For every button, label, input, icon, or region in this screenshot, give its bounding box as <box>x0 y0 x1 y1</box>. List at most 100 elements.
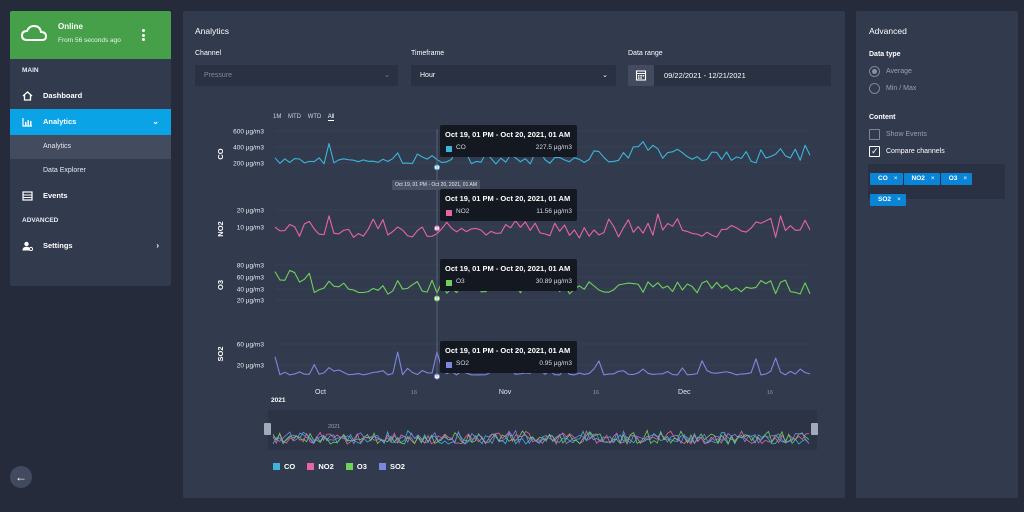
date-range-label: Data range <box>628 50 663 57</box>
page-title: Analytics <box>195 26 230 36</box>
tooltip-series: CO <box>456 144 466 151</box>
checkbox <box>869 129 880 140</box>
y-tick-label: 60 µg/m3 <box>237 275 265 282</box>
chip-o3[interactable]: O3 × <box>940 173 973 185</box>
navigator-handle-left <box>264 423 271 435</box>
close-icon[interactable]: × <box>897 196 901 203</box>
range-wtd-button[interactable]: WTD <box>307 114 322 120</box>
sidebar-item-dashboard[interactable]: Dashboard <box>10 83 171 109</box>
navigator-inner-year: 2021 <box>328 424 340 430</box>
advanced-title: Advanced <box>869 26 907 36</box>
legend-item-no2[interactable]: NO2 <box>307 462 334 471</box>
checkbox-compare-channels[interactable]: Compare channels <box>869 145 945 158</box>
close-icon[interactable]: × <box>930 175 935 182</box>
radio-label: Average <box>886 68 912 75</box>
navigator-year-label: 2021 <box>271 397 286 404</box>
collapse-left-button[interactable]: ← <box>10 466 32 488</box>
checkbox-label: Compare channels <box>886 148 945 155</box>
status-title: Online <box>58 22 83 31</box>
chip-so2[interactable]: SO2 × <box>870 194 906 206</box>
data-type-label: Data type <box>869 51 901 58</box>
chip-no2[interactable]: NO2 × <box>903 173 940 185</box>
range-all-button[interactable]: All <box>327 114 335 121</box>
navigator-series-no2 <box>272 429 810 446</box>
radio-button <box>869 83 880 94</box>
legend-item-co[interactable]: CO <box>273 462 295 471</box>
chevron-right-icon: › <box>156 241 159 250</box>
calendar-button[interactable] <box>628 65 654 86</box>
close-icon[interactable]: × <box>963 175 968 182</box>
y-tick-label: 20 µg/m3 <box>237 208 265 215</box>
channel-chips[interactable]: CO × NO2 × O3 × SO2 × <box>868 164 1005 206</box>
legend-item-so2[interactable]: SO2 <box>378 462 405 471</box>
radio-min-max[interactable]: Min / Max <box>869 83 916 95</box>
channel-select[interactable]: Pressure ⌄ <box>195 65 398 86</box>
tooltip-value: 0.95 µg/m3 <box>539 360 572 367</box>
timeframe-value: Hour <box>420 72 436 79</box>
sidebar-item-analytics[interactable]: Analytics ⌄ <box>10 109 171 135</box>
tooltip-title: Oct 19, 01 PM - Oct 20, 2021, 01 AM <box>445 264 571 273</box>
x-tick-label: 16 <box>767 390 773 396</box>
range-mtd-button[interactable]: MTD <box>288 114 302 120</box>
multi-series-chart[interactable]: 600 µg/m3 400 µg/m3 200 µg/m3 CO 20 µg/m3 10 … <box>183 11 845 498</box>
range-1m-button[interactable]: 1M <box>273 114 282 120</box>
sidebar-subitem-data-explorer[interactable]: Data Explorer <box>43 167 86 174</box>
checkbox-show-events[interactable]: Show Events <box>869 129 927 141</box>
timeframe-label: Timeframe <box>411 50 445 57</box>
x-tick-label: 16 <box>593 390 599 396</box>
chevron-down-icon: ⌄ <box>152 117 159 126</box>
more-vertical-icon[interactable] <box>142 29 145 41</box>
y-tick-label: 20 µg/m3 <box>237 363 265 370</box>
x-tick-label: Dec <box>678 389 691 396</box>
radio-label: Min / Max <box>886 85 917 92</box>
y-tick-label: 60 µg/m3 <box>237 342 265 349</box>
sidebar-item-label: Analytics <box>43 117 77 126</box>
close-icon[interactable]: × <box>893 175 898 182</box>
tooltip-title: Oct 19, 01 PM - Oct 20, 2021, 01 AM <box>445 130 571 139</box>
channel-placeholder: Pressure <box>204 72 233 79</box>
tooltip-series: O3 <box>456 278 465 285</box>
nav-section-main: MAIN <box>22 67 39 74</box>
navigator-series-o3 <box>272 429 810 445</box>
user-settings-icon <box>22 241 33 251</box>
tooltip-swatch <box>446 362 452 368</box>
checkbox-label: Show Events <box>886 131 927 138</box>
tooltip-value: 11.56 µg/m3 <box>536 208 572 215</box>
sidebar: Online From 56 seconds ago MAIN Dashboar… <box>10 11 171 286</box>
y-tick-label: 20 µg/m3 <box>237 298 265 305</box>
y-tick-label: 400 µg/m3 <box>233 145 264 152</box>
analytics-panel: Analytics Channel Pressure ⌄ Timeframe H… <box>183 11 845 498</box>
radio-average[interactable]: Average <box>869 66 912 78</box>
checkbox-checked <box>869 145 880 157</box>
chart-tooltip-co: Oct 19, 01 PM - Oct 20, 2021, 01 AM CO 2… <box>440 125 577 157</box>
date-range-input[interactable]: 09/22/2021 - 12/21/2021 <box>654 65 831 86</box>
series-axis-label: CO <box>216 148 225 159</box>
sidebar-item-settings[interactable]: Settings › <box>10 233 171 259</box>
chip-co[interactable]: CO × <box>870 173 903 185</box>
bar-chart-icon <box>22 118 32 127</box>
cloud-icon <box>20 24 48 41</box>
sidebar-item-events[interactable]: Events <box>10 183 171 209</box>
y-tick-label: 600 µg/m3 <box>233 129 264 136</box>
channel-label: Channel <box>195 50 222 57</box>
tooltip-swatch <box>446 280 452 286</box>
series-axis-label: NO2 <box>216 221 225 236</box>
chart-legend: CO NO2 O3 SO2 <box>273 462 415 471</box>
legend-item-o3[interactable]: O3 <box>345 462 367 471</box>
sidebar-subitem-analytics[interactable]: Analytics <box>10 135 171 159</box>
series-line-no2 <box>274 213 811 239</box>
y-tick-label: 40 µg/m3 <box>237 287 265 294</box>
tooltip-title: Oct 19, 01 PM - Oct 20, 2021, 01 AM <box>445 346 571 355</box>
series-axis-label: SO2 <box>216 346 225 361</box>
chevron-down-icon: ⌄ <box>384 72 390 79</box>
home-icon <box>22 91 33 101</box>
sidebar-item-label: Dashboard <box>43 91 83 100</box>
tooltip-swatch <box>446 210 452 216</box>
sidebar-item-label: Events <box>43 191 68 200</box>
timeframe-select[interactable]: Hour ⌄ <box>411 65 616 86</box>
y-tick-label: 200 µg/m3 <box>233 161 264 168</box>
connection-status: Online From 56 seconds ago <box>10 11 171 59</box>
radio-button <box>869 66 880 77</box>
x-tick-label: Oct <box>315 389 326 396</box>
tooltip-value: 227.5 µg/m3 <box>535 144 572 151</box>
